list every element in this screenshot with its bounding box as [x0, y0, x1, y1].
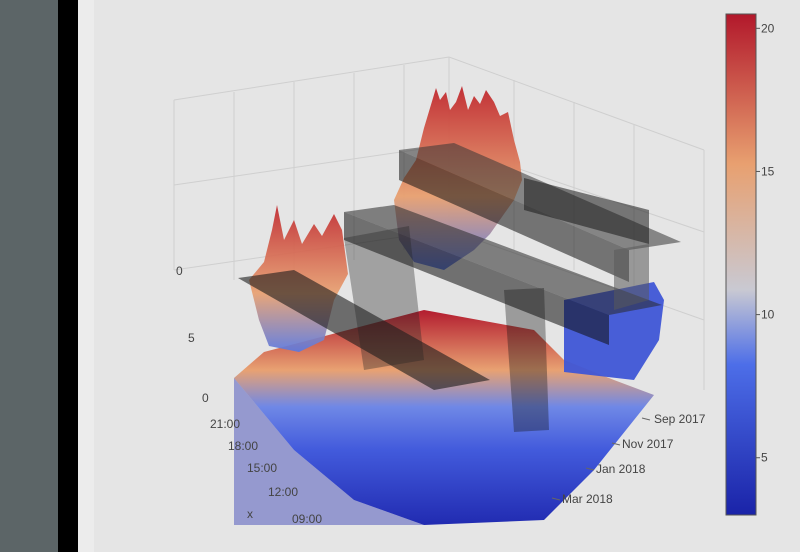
- left-divider: [58, 0, 78, 552]
- colorbar-tick-label: 15: [761, 164, 775, 178]
- z-tick-label: 0: [202, 391, 209, 405]
- left-sidebar: [0, 0, 58, 552]
- z-tick-label: 5: [188, 331, 195, 345]
- colorbar-tick-label: 5: [761, 451, 768, 465]
- colorbar-tick-label: 20: [761, 21, 775, 35]
- y-axis-title: x: [247, 507, 253, 521]
- y-axis: 21:00 18:00 15:00 12:00 09:00 x: [210, 417, 322, 526]
- z-tick-label: 0: [176, 264, 183, 278]
- y-tick-label: 18:00: [228, 439, 258, 453]
- x-tick-label: Sep 2017: [654, 412, 706, 426]
- translucent-slabs: [238, 143, 681, 432]
- surface-3d-plot[interactable]: 0 5 0 21:00 18:00 15:00 12:00 09:00 x Se…: [94, 0, 800, 552]
- y-tick-label: 15:00: [247, 461, 277, 475]
- x-tick-label: Nov 2017: [622, 437, 674, 451]
- colorbar-tick-label: 10: [761, 308, 775, 322]
- y-tick-label: 21:00: [210, 417, 240, 431]
- y-tick-label: 12:00: [268, 485, 298, 499]
- x-tick-label: Jan 2018: [596, 462, 646, 476]
- z-axis: 0 5 0: [176, 264, 209, 405]
- y-tick-label: 09:00: [292, 512, 322, 526]
- x-tick-label: Mar 2018: [562, 492, 613, 506]
- x-axis: Sep 2017 Nov 2017 Jan 2018 Mar 2018: [551, 412, 706, 506]
- plot-area[interactable]: 0 5 0 21:00 18:00 15:00 12:00 09:00 x Se…: [94, 0, 800, 552]
- colorbar-gradient: [725, 13, 757, 516]
- colorbar: 20 15 10 5: [725, 13, 775, 516]
